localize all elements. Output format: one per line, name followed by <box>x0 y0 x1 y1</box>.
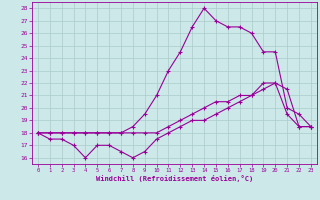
X-axis label: Windchill (Refroidissement éolien,°C): Windchill (Refroidissement éolien,°C) <box>96 175 253 182</box>
